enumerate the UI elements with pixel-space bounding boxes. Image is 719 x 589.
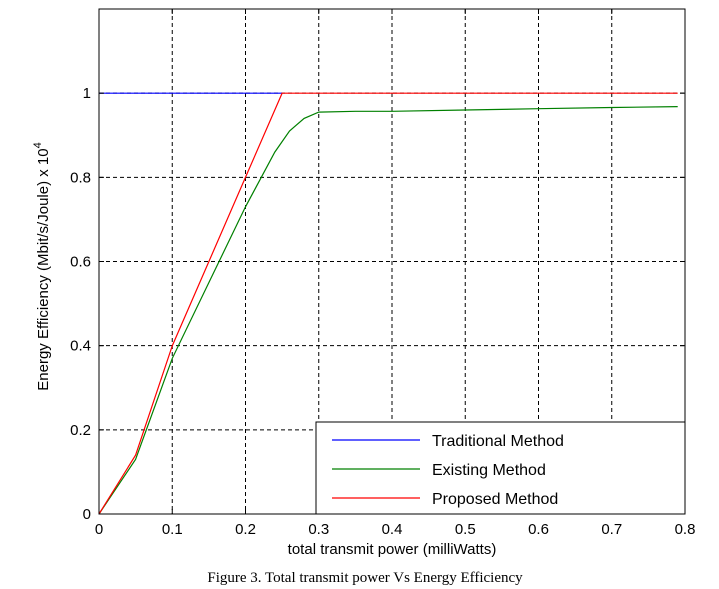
y-axis-label-exponent: 4 — [32, 142, 44, 148]
y-tick-label: 1 — [83, 85, 91, 102]
x-tick-label: 0.6 — [528, 521, 549, 538]
y-axis-label: Energy Efficiency (Mbit/s/Joule) x 104 — [32, 142, 52, 390]
legend-box — [315, 421, 686, 515]
x-tick-label: 0 — [95, 521, 103, 538]
axis-ticks: 0 0.1 0.2 0.3 0.4 0.5 0.6 0.7 0.8 0 0.2 0.4 0.6 0.8 1 — [70, 9, 695, 538]
legend: Traditional Method Existing Method Propose… — [315, 421, 686, 515]
figure-caption: Figure 3. Total transmit power Vs Energy… — [207, 570, 523, 586]
y-tick-label: 0.8 — [70, 169, 91, 186]
axis-labels: total transmit power (milliWatts) Energy … — [32, 142, 496, 558]
x-axis-label: total transmit power (milliWatts) — [288, 541, 497, 558]
y-axis-label-group: Energy Efficiency (Mbit/s/Joule) x 104 — [32, 142, 52, 390]
x-tick-label: 0.8 — [675, 521, 696, 538]
legend-label: Existing Method — [432, 462, 546, 479]
y-tick-label: 0.2 — [70, 422, 91, 439]
y-tick-label: 0.6 — [70, 254, 91, 271]
x-tick-label: 0.1 — [162, 521, 183, 538]
x-tick-label: 0.7 — [601, 521, 622, 538]
x-tick-label: 0.2 — [235, 521, 256, 538]
x-tick-label: 0.5 — [455, 521, 476, 538]
x-tick-label: 0.3 — [308, 521, 329, 538]
series-lines — [98, 92, 678, 515]
series-line-proposed-method — [98, 92, 678, 515]
legend-label: Traditional Method — [432, 433, 564, 450]
legend-label: Proposed Method — [432, 491, 558, 508]
y-tick-label: 0 — [83, 506, 91, 523]
y-tick-label: 0.4 — [70, 338, 91, 355]
series-line-existing-method — [98, 106, 678, 515]
x-tick-label: 0.4 — [382, 521, 403, 538]
